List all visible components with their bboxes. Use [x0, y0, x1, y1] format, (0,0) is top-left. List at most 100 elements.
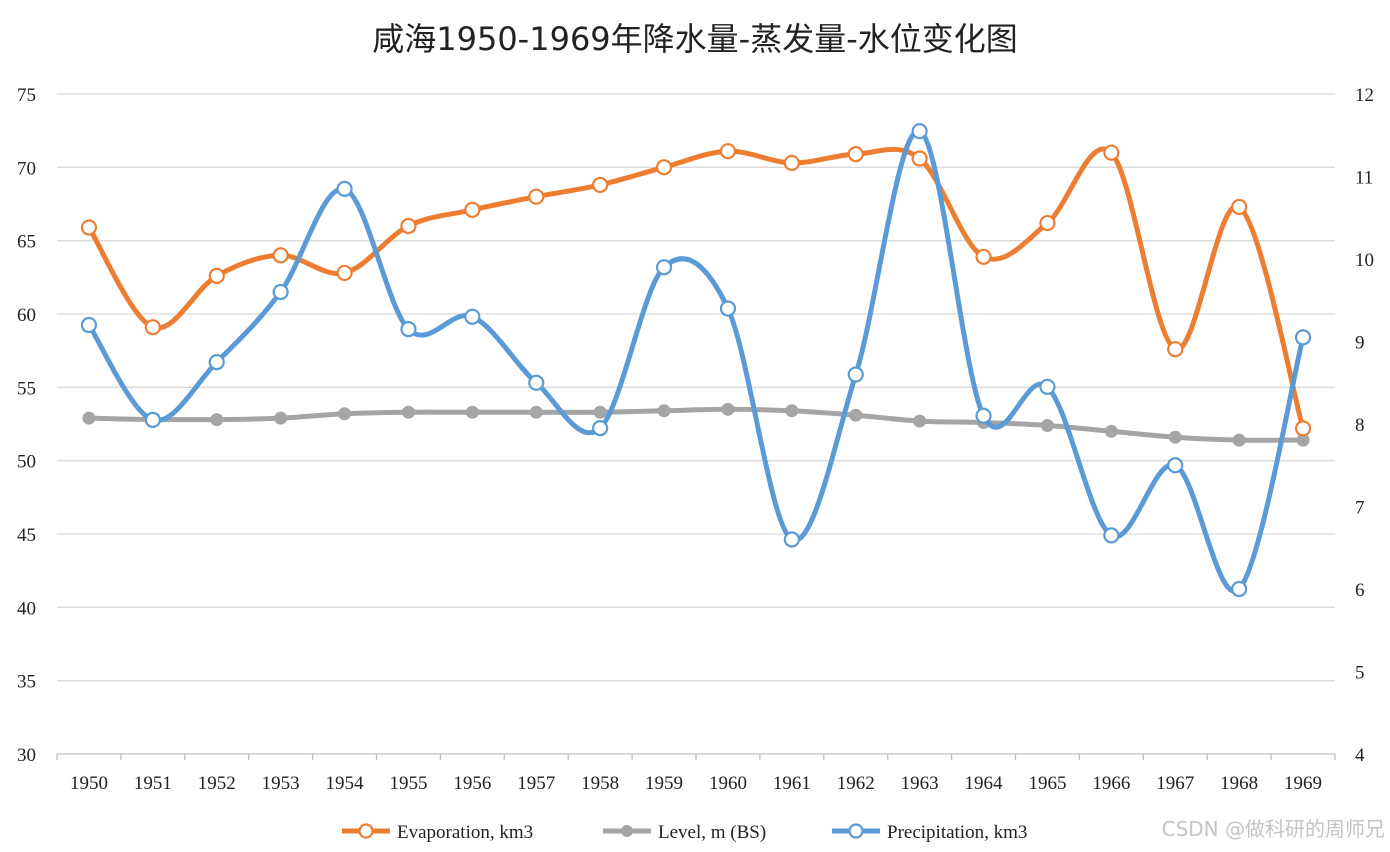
data-point — [975, 248, 992, 265]
data-point — [144, 411, 161, 428]
y-left-tick-label: 40 — [17, 598, 36, 619]
x-tick-label: 1967 — [1156, 773, 1194, 794]
y-left-tick-label: 35 — [17, 672, 36, 693]
data-point — [1232, 433, 1246, 447]
y-right-tick-label: 7 — [1355, 498, 1365, 519]
data-point — [849, 408, 863, 422]
legend-swatch-marker — [848, 823, 864, 839]
data-point — [1039, 378, 1056, 395]
data-point — [721, 402, 735, 416]
series-1 — [82, 402, 1310, 447]
y-left-tick-label: 50 — [17, 452, 36, 473]
y-left-tick-label: 65 — [17, 232, 36, 253]
data-point — [464, 201, 481, 218]
legend-item: Precipitation, km3 — [832, 822, 1027, 843]
data-point — [975, 407, 992, 424]
data-point — [592, 176, 609, 194]
data-point — [336, 180, 353, 197]
y-left-tick-label: 70 — [17, 158, 36, 179]
data-point — [913, 414, 927, 428]
data-point — [1168, 430, 1182, 444]
data-point — [400, 321, 417, 338]
data-point — [274, 411, 288, 425]
data-point — [208, 267, 225, 284]
data-point — [847, 146, 864, 163]
x-tick-label: 1959 — [645, 773, 683, 794]
data-point — [80, 316, 98, 334]
data-point — [144, 319, 161, 336]
data-point — [528, 188, 545, 205]
x-tick-label: 1950 — [70, 773, 108, 794]
y-left-tick-label: 30 — [17, 745, 36, 766]
data-point — [528, 374, 545, 391]
legend-item: Level, m (BS) — [603, 822, 766, 843]
x-tick-label: 1966 — [1092, 773, 1130, 794]
data-point — [847, 366, 864, 383]
data-point — [1294, 329, 1312, 346]
y-left-tick-label: 45 — [17, 525, 36, 546]
x-tick-label: 1955 — [389, 773, 427, 794]
data-point — [401, 405, 415, 419]
x-tick-label: 1952 — [198, 773, 236, 794]
y-right-tick-label: 5 — [1355, 663, 1365, 684]
data-point — [1039, 214, 1056, 232]
data-point — [657, 404, 671, 418]
x-tick-label: 1968 — [1220, 773, 1258, 794]
data-point — [529, 405, 543, 419]
series-line — [86, 128, 1306, 594]
legend: Evaporation, km3 Level, m (BS) Precipitati… — [342, 822, 1027, 843]
data-point — [1231, 580, 1248, 598]
x-tick-label: 1951 — [134, 773, 172, 794]
data-point — [272, 247, 289, 264]
data-point — [1167, 457, 1184, 474]
data-point — [719, 300, 737, 317]
data-point — [655, 159, 673, 176]
data-point — [338, 407, 352, 421]
y-right-tick-label: 8 — [1355, 415, 1365, 436]
watermark-text: CSDN @做科研的周师兄 — [1162, 817, 1385, 841]
series-0 — [80, 143, 1312, 437]
series-line — [86, 406, 1306, 443]
series-2 — [80, 123, 1312, 598]
data-point — [1040, 418, 1054, 432]
x-tick-label: 1965 — [1028, 773, 1066, 794]
x-tick-label: 1960 — [709, 773, 747, 794]
x-tick-label: 1962 — [837, 773, 875, 794]
data-point — [210, 413, 224, 427]
legend-label: Evaporation, km3 — [397, 822, 533, 843]
x-tick-label: 1963 — [901, 773, 939, 794]
data-point — [400, 217, 417, 235]
data-point — [592, 420, 609, 437]
series-lines — [80, 123, 1312, 598]
data-point — [1167, 341, 1184, 358]
data-point — [82, 411, 96, 425]
x-tick-label: 1953 — [262, 773, 300, 794]
data-point — [783, 531, 800, 548]
data-point — [783, 154, 800, 172]
y-left-tick-label: 60 — [17, 305, 36, 326]
data-point — [655, 259, 673, 276]
x-tick-label: 1957 — [517, 773, 555, 794]
data-point — [593, 405, 607, 419]
data-point — [1104, 424, 1118, 438]
y-right-tick-label: 4 — [1355, 745, 1365, 766]
x-tick-label: 1964 — [965, 773, 1004, 794]
data-point — [911, 150, 928, 167]
y-right-tick-label: 11 — [1355, 168, 1373, 189]
x-tick-label: 1961 — [773, 773, 811, 794]
y-left-tick-label: 55 — [17, 378, 36, 399]
x-tick-label: 1956 — [453, 773, 491, 794]
legend-item: Evaporation, km3 — [342, 822, 533, 843]
legend-label: Precipitation, km3 — [887, 822, 1027, 843]
y-left-tick-label: 75 — [17, 85, 36, 106]
data-point — [719, 143, 737, 160]
grid-lines — [57, 93, 1335, 682]
x-tick-label: 1954 — [326, 773, 365, 794]
legend-swatch-marker — [358, 823, 374, 839]
data-point — [272, 283, 289, 301]
x-tick-label: 1958 — [581, 773, 619, 794]
data-point — [208, 354, 225, 371]
